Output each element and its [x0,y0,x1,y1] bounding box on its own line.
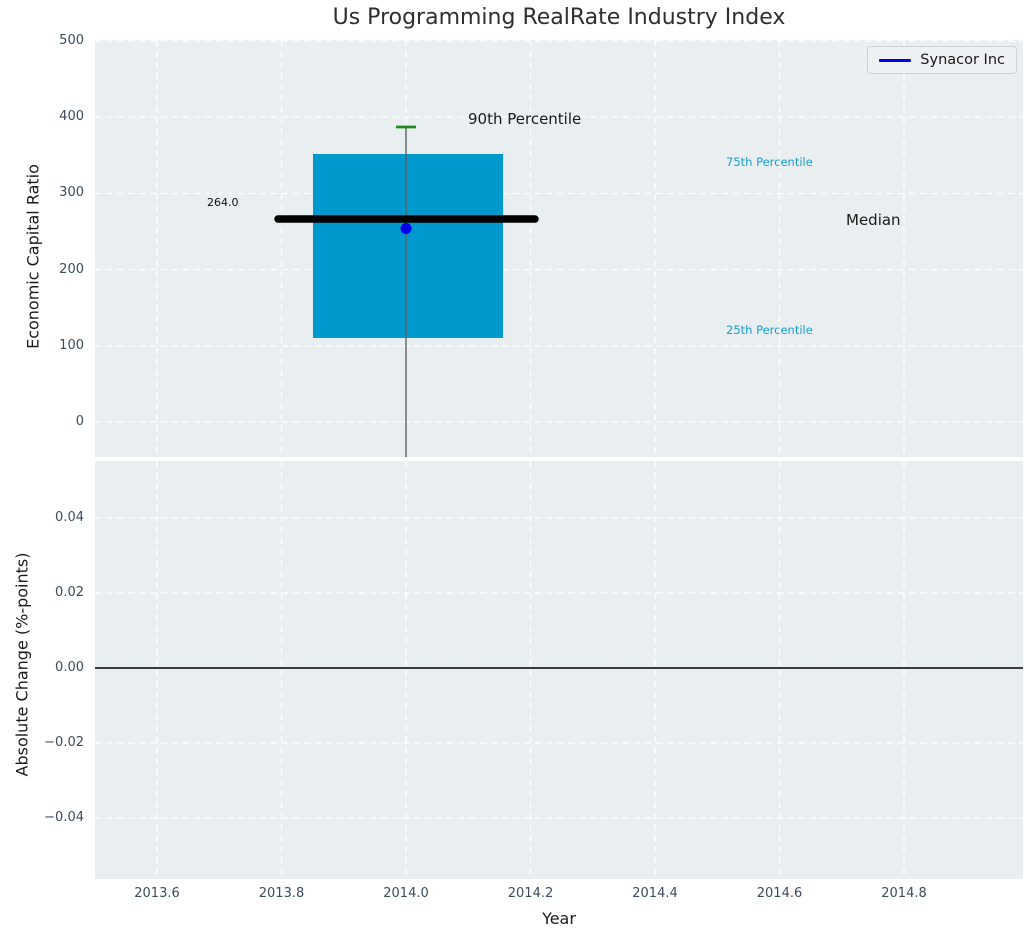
ytick-zero: 0.00 [55,660,84,675]
bottom-axes [95,461,1023,879]
xtick-2014-2: 2014.2 [507,886,554,901]
ytick-300: 300 [59,185,84,200]
x-axis-label: Year [542,909,576,928]
ytick-p002: 0.02 [55,585,84,600]
median-label: Median [846,211,901,229]
top-y-axis-label: Economic Capital Ratio [23,164,43,349]
top-axes-canvas [95,40,1023,457]
bottom-axes-canvas [95,461,1023,879]
ytick-n002: −0.02 [44,735,84,750]
iqr-box [313,154,503,338]
gridlines [95,461,1023,879]
legend: Synacor Inc [867,46,1017,74]
top-axes: 264.0 90th Percentile 75th Percentile Me… [95,40,1023,457]
legend-line-swatch [879,58,912,62]
xtick-2014-8: 2014.8 [881,886,927,901]
ytick-0: 0 [75,414,84,429]
ytick-500: 500 [59,33,84,48]
p90-label: 90th Percentile [468,110,582,128]
ytick-p004: 0.04 [55,510,84,525]
ytick-400: 400 [59,109,84,124]
bottom-y-axis-label: Absolute Change (%-points) [12,552,32,777]
legend-label: Synacor Inc [920,52,1005,68]
xtick-2013-8: 2013.8 [258,886,305,901]
ytick-n004: −0.04 [44,810,84,825]
chart-title: Us Programming RealRate Industry Index [332,5,786,30]
p25-label: 25th Percentile [726,323,813,337]
ytick-200: 200 [59,262,84,277]
xtick-2014-0: 2014.0 [383,886,429,901]
xtick-2014-4: 2014.4 [632,886,678,901]
company-point [400,223,412,234]
median-value-label: 264.0 [207,196,239,209]
xtick-2013-6: 2013.6 [134,886,180,901]
p75-label: 75th Percentile [726,155,813,169]
xtick-2014-6: 2014.6 [756,886,803,901]
gridlines [95,40,1023,457]
ytick-100: 100 [59,338,84,353]
